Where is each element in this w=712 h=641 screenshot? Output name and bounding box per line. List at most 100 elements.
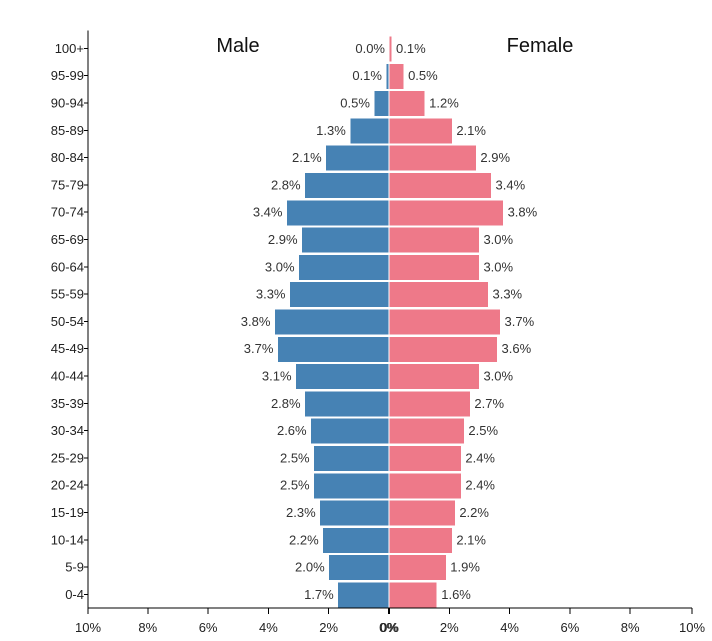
- male-bar-40-44: [295, 363, 390, 391]
- female-value-label: 2.4%: [465, 450, 495, 465]
- age-group-label-30-34: 30-34: [51, 423, 84, 438]
- female-value-label: 2.1%: [456, 532, 486, 547]
- male-value-label: 2.2%: [289, 532, 319, 547]
- age-group-label-60-64: 60-64: [51, 259, 84, 274]
- male-value-label: 2.3%: [286, 505, 316, 520]
- male-value-label: 3.0%: [265, 259, 295, 274]
- male-bar-35-39: [304, 390, 390, 418]
- x-tick-label: 2%: [440, 620, 459, 635]
- male-value-label: 3.3%: [256, 287, 286, 302]
- female-value-label: 2.9%: [480, 150, 510, 165]
- age-group-label-25-29: 25-29: [51, 450, 84, 465]
- bars-layer: [273, 35, 505, 609]
- x-tick-label: 0%: [380, 620, 399, 635]
- female-bar-30-34: [388, 417, 465, 445]
- female-value-label: 3.4%: [496, 177, 526, 192]
- age-group-label-100+: 100+: [55, 41, 84, 56]
- x-tick-label: 8%: [621, 620, 640, 635]
- age-group-label-15-19: 15-19: [51, 505, 84, 520]
- male-bar-60-64: [298, 253, 390, 281]
- male-bar-20-24: [313, 472, 390, 500]
- age-group-label-5-9: 5-9: [65, 560, 84, 575]
- x-tick-label: 6%: [561, 620, 580, 635]
- x-tick-label: 10%: [679, 620, 705, 635]
- x-tick-label: 4%: [259, 620, 278, 635]
- male-value-label: 2.8%: [271, 177, 301, 192]
- female-bar-95-99: [388, 62, 405, 90]
- male-value-label: 0.5%: [340, 95, 370, 110]
- male-bar-90-94: [373, 90, 390, 118]
- female-bar-45-49: [388, 335, 499, 363]
- female-bar-80-84: [388, 144, 477, 172]
- male-value-label: 0.0%: [355, 41, 385, 56]
- age-group-label-75-79: 75-79: [51, 177, 84, 192]
- female-bar-25-29: [388, 445, 462, 472]
- age-group-labels-layer: 0-4 5-9 10-14 15-19 20-24 25-29 30-34 35-39 40-4…: [51, 41, 88, 602]
- age-group-label-65-69: 65-69: [51, 232, 84, 247]
- female-bar-65-69: [388, 226, 480, 254]
- male-bar-5-9: [328, 554, 390, 582]
- male-value-label: 2.5%: [280, 450, 310, 465]
- age-group-label-10-14: 10-14: [51, 532, 84, 547]
- age-group-label-45-49: 45-49: [51, 341, 84, 356]
- male-bar-0-4: [337, 581, 390, 609]
- female-value-label: 3.0%: [483, 259, 513, 274]
- female-bar-15-19: [388, 499, 456, 527]
- female-value-label: 3.8%: [508, 205, 538, 220]
- male-value-label: 2.6%: [277, 423, 307, 438]
- female-title: Female: [507, 35, 574, 57]
- male-value-label: 1.7%: [304, 587, 334, 602]
- female-bar-75-79: [388, 172, 493, 199]
- age-group-label-90-94: 90-94: [51, 95, 84, 110]
- male-bar-65-69: [301, 226, 390, 254]
- male-value-label: 1.3%: [316, 123, 346, 138]
- age-group-label-55-59: 55-59: [51, 287, 84, 302]
- male-bar-30-34: [310, 417, 390, 445]
- female-value-label: 2.7%: [474, 396, 504, 411]
- male-value-label: 3.8%: [241, 314, 271, 329]
- x-tick-label: 0%: [379, 620, 398, 635]
- female-bar-90-94: [388, 90, 426, 118]
- male-value-label: 2.9%: [268, 232, 298, 247]
- female-value-label: 3.6%: [502, 341, 532, 356]
- female-bar-20-24: [388, 472, 462, 500]
- male-value-label: 3.7%: [244, 341, 274, 356]
- male-title: Male: [216, 35, 259, 57]
- female-bar-0-4: [388, 581, 438, 609]
- age-group-label-35-39: 35-39: [51, 396, 84, 411]
- female-bar-60-64: [388, 253, 480, 281]
- male-bar-25-29: [313, 445, 390, 472]
- male-bar-15-19: [319, 499, 390, 527]
- male-bar-55-59: [289, 281, 390, 309]
- age-group-label-40-44: 40-44: [51, 368, 84, 383]
- age-group-label-70-74: 70-74: [51, 205, 84, 220]
- x-tick-label: 2%: [319, 620, 338, 635]
- female-value-label: 2.2%: [459, 505, 489, 520]
- male-value-label: 0.1%: [352, 68, 382, 83]
- female-value-label: 0.1%: [396, 41, 426, 56]
- female-value-label: 3.7%: [505, 314, 535, 329]
- male-bar-50-54: [273, 308, 390, 336]
- x-tick-label: 8%: [138, 620, 157, 635]
- female-value-label: 1.2%: [429, 95, 459, 110]
- female-bar-10-14: [388, 526, 453, 554]
- x-tick-label: 10%: [75, 620, 101, 635]
- age-group-label-85-89: 85-89: [51, 123, 84, 138]
- female-value-label: 2.1%: [456, 123, 486, 138]
- age-group-label-0-4: 0-4: [65, 587, 84, 602]
- male-bar-10-14: [322, 526, 390, 554]
- female-bar-70-74: [388, 199, 505, 227]
- female-value-label: 3.0%: [483, 232, 513, 247]
- age-group-label-20-24: 20-24: [51, 478, 84, 493]
- female-value-label: 3.3%: [492, 287, 522, 302]
- male-value-label: 2.8%: [271, 396, 301, 411]
- x-tick-label: 4%: [500, 620, 519, 635]
- female-value-label: 0.5%: [408, 68, 438, 83]
- male-bar-85-89: [349, 117, 390, 145]
- female-bar-55-59: [388, 281, 489, 309]
- female-bar-100+: [388, 35, 393, 63]
- male-value-label: 2.1%: [292, 150, 322, 165]
- age-group-label-95-99: 95-99: [51, 68, 84, 83]
- female-bar-5-9: [388, 554, 447, 582]
